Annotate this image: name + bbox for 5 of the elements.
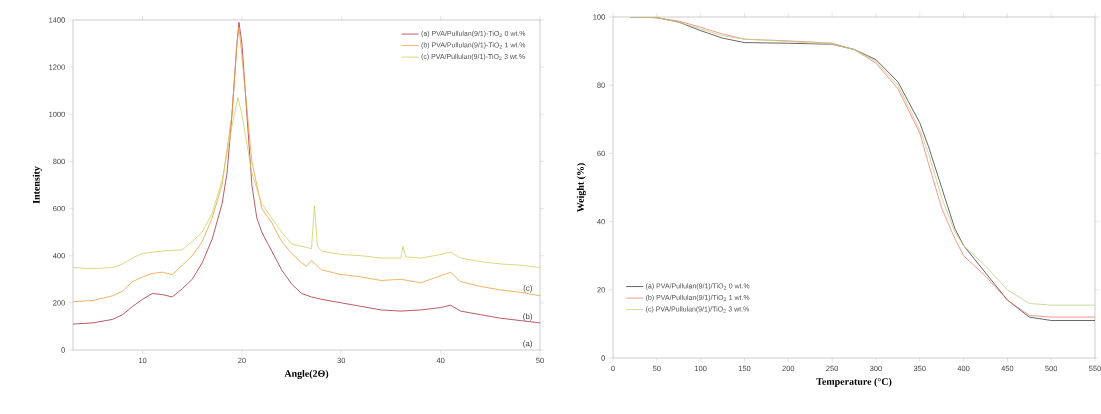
y-axis-title: Intensity (32, 166, 42, 204)
y-axis-title: Weight (%) (576, 163, 586, 213)
line-series (73, 97, 541, 270)
x-axis-title: Angle(2Θ) (284, 369, 329, 380)
x-axis-title: Temperature (°C) (816, 377, 892, 387)
